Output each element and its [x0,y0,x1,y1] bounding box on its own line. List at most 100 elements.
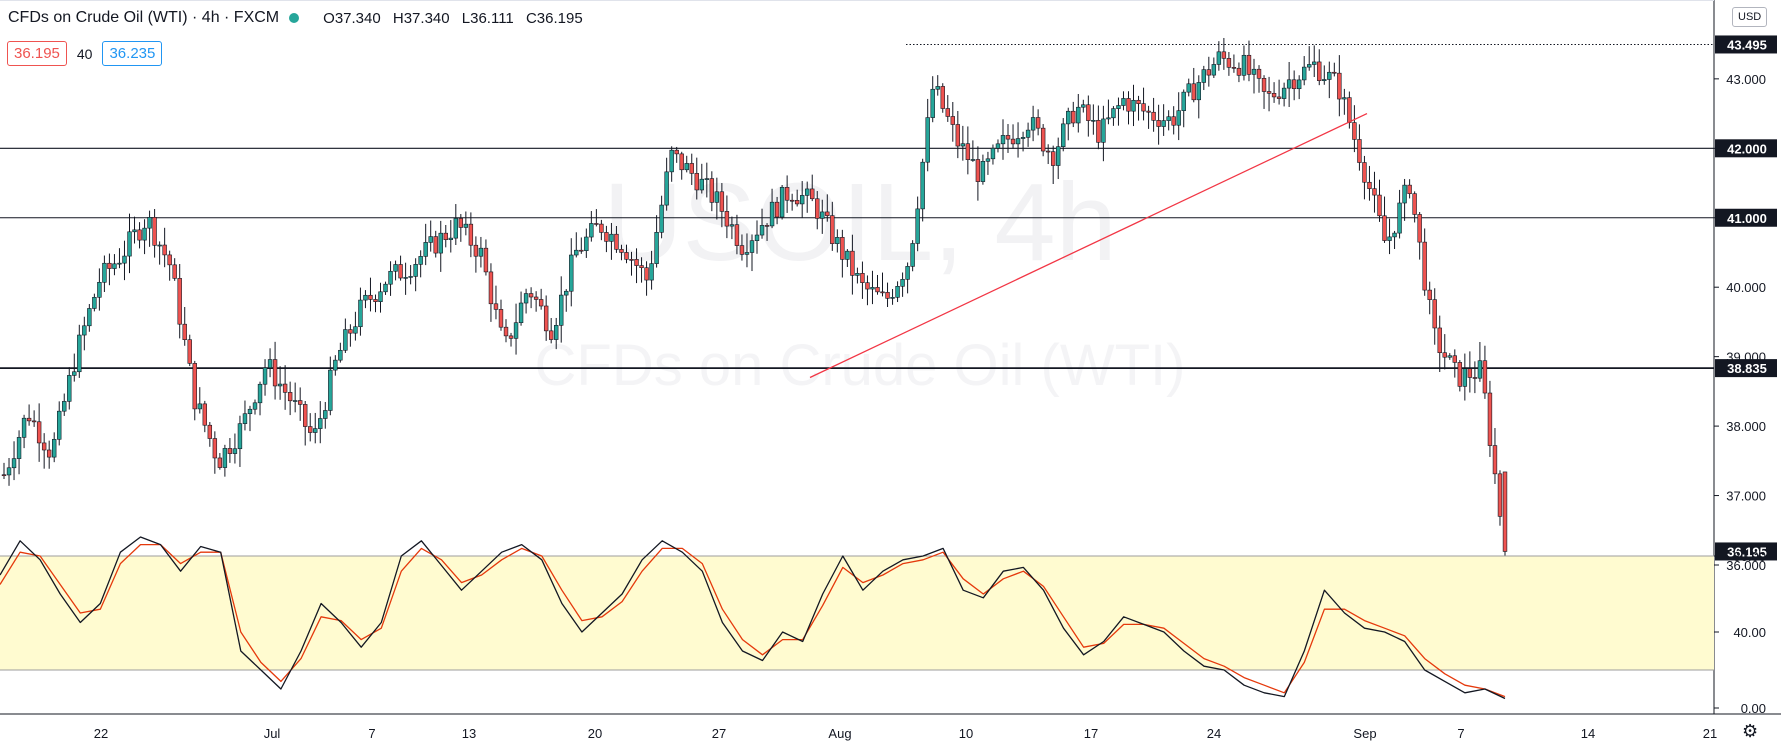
high-value: 37.340 [403,9,450,27]
candle-body [1497,473,1503,517]
candle-body [880,291,885,294]
price-label-text: 43.495 [1727,37,1767,52]
candle-body [383,283,388,293]
candle-body [122,255,127,264]
candle-body [157,244,162,247]
candle-body [1211,64,1217,76]
candle-body [609,233,614,242]
symbol-title[interactable]: CFDs on Crude Oil (WTI) · 4h · FXCM [8,9,280,26]
candle-body [408,276,413,278]
candle-body [810,188,815,200]
candle-body [503,326,509,337]
settings-gear-icon[interactable]: ⚙ [1742,721,1759,741]
candle-body [985,158,991,162]
candle-body [820,211,825,219]
candle-body [538,299,544,307]
candle-body [1241,54,1247,76]
sell-price-button[interactable]: 36.195 [7,41,67,66]
candle-body [739,245,745,255]
candle-body [960,143,966,147]
y-tick-label: 40.000 [1726,280,1766,295]
candle-body [955,124,961,147]
candle-body [1502,471,1508,552]
y-tick-label: 38.000 [1726,419,1766,434]
candle-body [594,223,599,225]
candle-body [769,201,775,227]
candle-body [1357,139,1362,163]
candle-body [639,265,644,269]
osc-y-tick-label: 80.00 [1733,549,1766,564]
x-tick-label: 27 [712,726,726,741]
candle-body [799,195,805,205]
candle-body [393,264,398,272]
candle-body [463,223,469,228]
candle-body [6,467,12,476]
candle-body [242,413,248,424]
candle-body [930,88,935,118]
candle-body [217,457,223,468]
candle-body [1301,66,1307,81]
x-tick-label: 14 [1581,726,1595,741]
candle-body [72,371,77,376]
candle-body [1482,360,1488,394]
x-tick-label: 21 [1703,726,1717,741]
candle-body [900,279,905,287]
candle-body [388,270,393,285]
candle-body [1221,51,1227,59]
candle-body [338,349,343,361]
candle-body [227,448,233,454]
candle-body [1045,150,1051,153]
candle-body [1196,82,1201,101]
candle-body [574,249,579,256]
x-tick-label: 24 [1207,726,1221,741]
candle-body [684,163,689,171]
trendline [809,112,1368,379]
candle-body [1096,119,1101,143]
candle-body [1427,289,1432,300]
candle-body [112,263,117,269]
candle-body [935,86,940,90]
x-tick-label: 10 [959,726,973,741]
candle-body [845,250,850,260]
candle-body [343,329,348,351]
candle-body [925,117,930,163]
candle-body [995,143,1001,149]
y-tick-label: 37.000 [1726,489,1766,504]
candle-body [1467,368,1473,378]
candle-body [212,438,218,459]
candle-body [21,417,27,438]
candle-body [754,234,760,241]
candle-body [1337,72,1342,100]
candle-body [1101,118,1106,143]
open-label: O [323,9,335,27]
candle-body [1005,135,1011,140]
candle-body [1126,98,1131,112]
candle-body [950,116,955,125]
candle-body [403,277,408,279]
buy-price-button[interactable]: 36.235 [102,41,163,66]
candle-body [749,240,755,253]
candle-body [1281,87,1287,99]
candle-body [1226,58,1232,68]
currency-button[interactable]: USD [1732,7,1768,27]
candle-body [619,249,624,253]
candle-body [1050,151,1056,166]
candle-body [277,383,283,387]
x-tick-label: 7 [1457,726,1464,741]
candle-body [759,225,765,236]
candle-body [378,291,383,302]
close-label: C [525,9,537,27]
candle-body [87,308,92,327]
candle-body [1342,97,1347,100]
candle-body [1462,368,1468,387]
candle-body [483,247,489,273]
candle-body [724,211,730,227]
watermark-interval: USOIL, 4h [603,161,1117,284]
candle-body [1392,232,1397,238]
candle-body [162,244,167,256]
candle-body [719,191,725,212]
candle-body [478,247,484,257]
candle-body [97,281,102,298]
candle-body [559,294,564,326]
